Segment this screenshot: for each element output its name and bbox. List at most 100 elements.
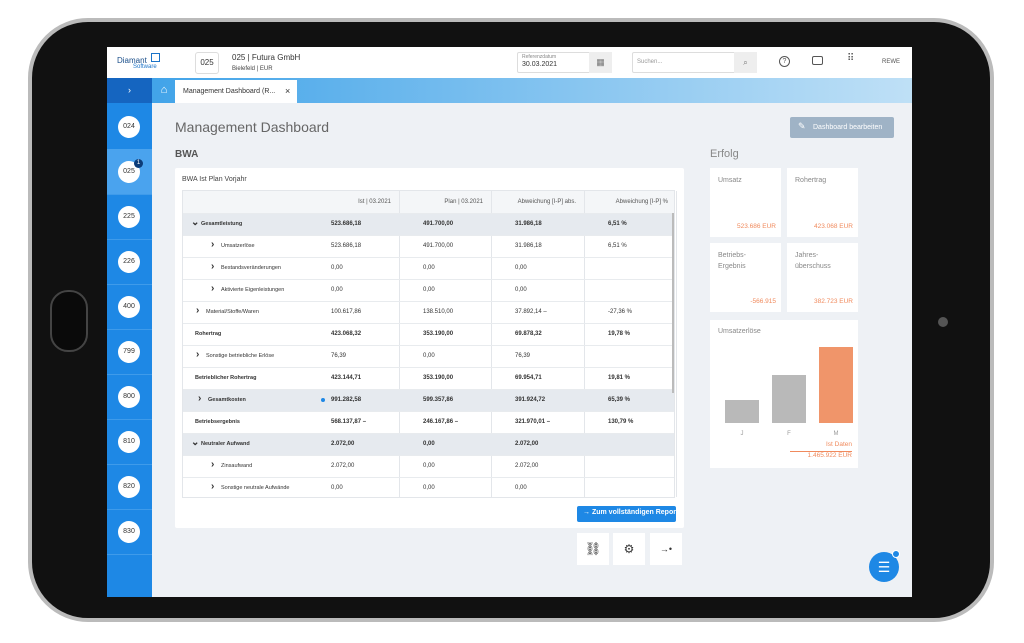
cell: 423.068,32 <box>331 331 362 337</box>
sidebar-divider <box>107 419 152 420</box>
assistant-button[interactable]: ☰ <box>869 552 899 582</box>
row-label: Aktivierte Eigenleistungen <box>221 287 285 294</box>
cell: 69.878,32 <box>515 331 542 337</box>
cell: 0,00 <box>423 441 435 447</box>
expander[interactable]: ⌄ <box>191 217 200 228</box>
erfolg-heading: Erfolg <box>710 148 739 160</box>
sidebar: 024 025 225 226 400 799 800 810 820 830 1 <box>107 78 152 597</box>
cell: 65,39 % <box>608 397 631 403</box>
kpi-value: -566.915 <box>750 298 776 305</box>
sidebar-item[interactable]: 226 <box>118 251 140 273</box>
expander[interactable]: › <box>196 349 200 360</box>
sidebar-item[interactable]: 830 <box>118 521 140 543</box>
expander[interactable]: › <box>196 305 200 316</box>
sidebar-item[interactable]: 800 <box>118 386 140 408</box>
cell: 2.072,00 <box>331 463 355 469</box>
table-row <box>183 279 674 301</box>
sidebar-divider <box>107 554 152 555</box>
sidebar-item[interactable]: 820 <box>118 476 140 498</box>
column-header: Plan | 03.2021 <box>444 199 483 205</box>
table-row <box>183 323 674 345</box>
bar <box>772 375 806 423</box>
date-value: 30.03.2021 <box>522 61 558 68</box>
bwa-table: Ist | 03.2021 Plan | 03.2021 Abweichung [I… <box>182 190 677 498</box>
cell: 37.892,14 – <box>515 309 547 315</box>
column-header: Abweichung [I-P] % <box>615 199 668 205</box>
table-row <box>183 235 674 257</box>
table-row <box>183 213 674 235</box>
kpi-card <box>710 168 781 237</box>
row-label: Gesamtkosten <box>208 397 246 404</box>
expander[interactable]: › <box>211 481 215 492</box>
cell: 6,51 % <box>608 243 627 249</box>
client-code[interactable]: 025 <box>195 52 219 74</box>
sidebar-item[interactable]: 024 <box>118 116 140 138</box>
kpi-card <box>710 243 781 312</box>
table-row <box>183 455 674 477</box>
cell: 2.072,00 <box>331 441 355 447</box>
cell: 246.167,86 – <box>423 419 459 425</box>
expander[interactable]: › <box>211 459 215 470</box>
sidebar-item[interactable]: 810 <box>118 431 140 453</box>
cell: 391.924,72 <box>515 397 546 403</box>
home-icon[interactable]: ⌂ <box>160 84 168 96</box>
sidebar-item[interactable]: 225 <box>118 206 140 228</box>
table-row <box>183 433 674 455</box>
calendar-icon[interactable]: ▦ <box>589 52 612 73</box>
kpi-title: Umsatz <box>718 177 742 184</box>
tab-close[interactable]: × <box>285 86 291 96</box>
expander[interactable]: ⌄ <box>191 437 200 448</box>
sidebar-divider <box>107 509 152 510</box>
scrollbar <box>672 213 674 393</box>
sidebar-toggle[interactable]: › <box>107 78 152 103</box>
column-divider <box>399 191 400 497</box>
kpi-grid: Umsatz 523.686 EUR Rohertrag 423.068 EUR Bet… <box>710 168 858 318</box>
expander[interactable]: › <box>211 283 215 294</box>
cell: 0,00 <box>423 265 435 271</box>
logo-sub: Software <box>133 64 157 70</box>
table-row <box>183 367 674 389</box>
sidebar-badge: 1 <box>134 159 143 168</box>
sidebar-item[interactable]: 400 <box>118 296 140 318</box>
chart-note-value: 1.465.922 EUR <box>790 451 852 459</box>
chat-icon[interactable] <box>812 56 823 65</box>
screen: Diamant Software 025 025 | Futura GmbH B… <box>107 47 912 597</box>
sidebar-divider <box>107 239 152 240</box>
cell: 0,00 <box>331 485 343 491</box>
cell: 0,00 <box>331 265 343 271</box>
tab[interactable] <box>175 80 297 103</box>
settings-button[interactable]: ⚙ <box>613 533 645 565</box>
kpi-title: Rohertrag <box>795 177 827 184</box>
table-row <box>183 389 674 411</box>
apps-icon[interactable]: ⠿ <box>847 53 855 64</box>
kpi-title: Jahres- überschuss <box>795 252 831 270</box>
sidebar-item[interactable]: 799 <box>118 341 140 363</box>
table-row <box>183 301 674 323</box>
column-header: Abweichung [I-P] abs. <box>517 199 576 205</box>
cell: 0,00 <box>515 485 527 491</box>
cell: 991.282,58 <box>331 397 362 403</box>
edit-button-label: Dashboard bearbeiten <box>813 124 883 131</box>
logo-icon <box>151 53 160 62</box>
row-label: Umsatzerlöse <box>221 243 255 250</box>
export-button[interactable]: →• <box>650 533 682 565</box>
expander[interactable]: › <box>198 393 202 404</box>
cell: 321.970,01 – <box>515 419 551 425</box>
help-icon[interactable]: ? <box>779 56 790 67</box>
status-dot <box>321 398 325 402</box>
kpi-title: Betriebs- Ergebnis <box>718 252 747 270</box>
cell: 0,00 <box>515 287 527 293</box>
expander[interactable]: › <box>211 239 215 250</box>
cell: 138.510,00 <box>423 309 454 315</box>
search-icon[interactable]: ⌕ <box>734 52 757 73</box>
edit-button[interactable] <box>790 117 894 138</box>
expander[interactable]: › <box>211 261 215 272</box>
user[interactable]: REWE <box>882 59 900 65</box>
row-label: Material/Stoffe/Waren <box>206 309 259 316</box>
report-button[interactable] <box>577 506 676 522</box>
kpi-value: 523.686 EUR <box>736 223 776 230</box>
cell: -27,36 % <box>608 309 633 315</box>
bwa-heading: BWA <box>175 149 199 160</box>
link-button[interactable]: ⛓ <box>577 533 609 565</box>
kpi-card <box>787 243 858 312</box>
